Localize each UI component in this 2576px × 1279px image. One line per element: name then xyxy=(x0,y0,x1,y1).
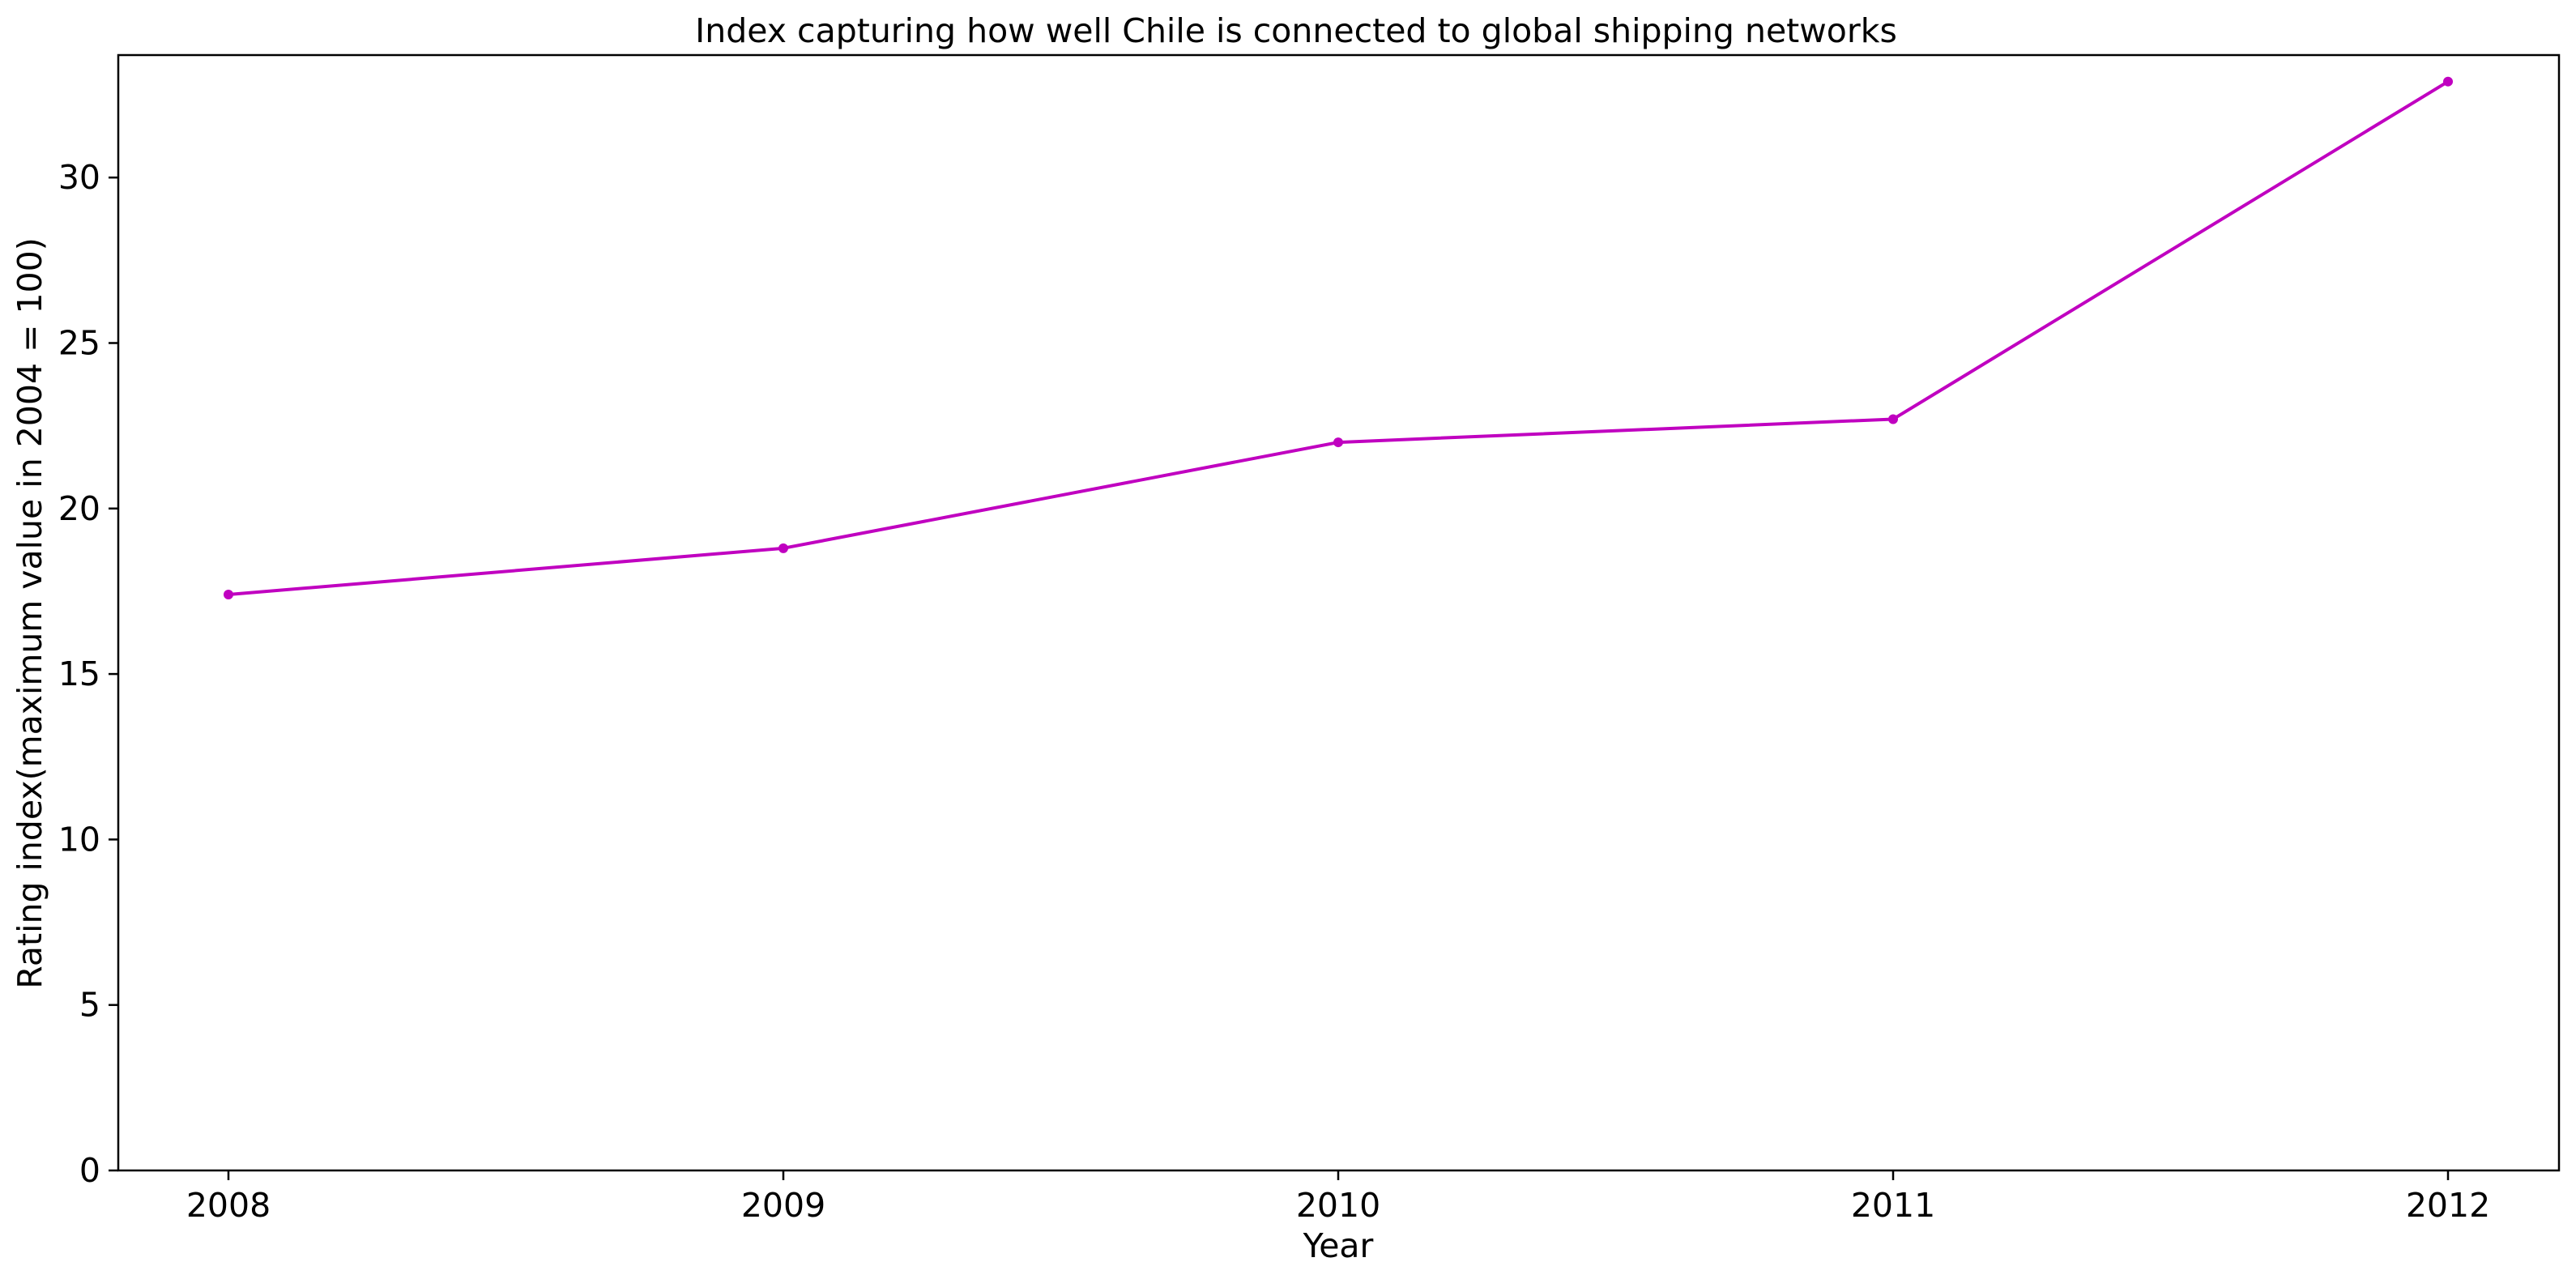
x-axis-label: Year xyxy=(1303,1226,1374,1265)
x-tick-label: 2011 xyxy=(1851,1186,1935,1225)
data-point xyxy=(778,543,788,553)
x-tick-label: 2012 xyxy=(2406,1186,2490,1225)
series-line xyxy=(227,79,2450,597)
y-axis-label: Rating index(maximum value in 2004 = 100… xyxy=(11,237,49,988)
y-tick-label: 10 xyxy=(58,820,100,859)
y-tick-label: 25 xyxy=(58,323,100,362)
data-point xyxy=(224,590,233,600)
chart-title: Index capturing how well Chile is connec… xyxy=(695,11,1897,50)
series-layer xyxy=(224,76,2453,600)
y-tick-label: 20 xyxy=(58,489,100,528)
y-tick-label: 0 xyxy=(79,1151,100,1190)
plot-area-frame xyxy=(117,53,2561,1172)
x-tick-label: 2008 xyxy=(186,1186,271,1225)
y-tick-label: 5 xyxy=(79,986,100,1025)
data-point xyxy=(2443,76,2453,87)
x-tick-label: 2009 xyxy=(741,1186,825,1225)
data-point xyxy=(1333,437,1343,448)
x-tick-label: 2010 xyxy=(1296,1186,1380,1225)
x-axis: 2008 2009 2010 2011 2012 xyxy=(186,1170,2490,1225)
y-axis: 0 5 10 15 20 25 30 xyxy=(58,158,118,1190)
y-tick-label: 15 xyxy=(58,654,100,693)
data-point xyxy=(1888,414,1898,424)
y-tick-label: 30 xyxy=(58,158,100,197)
